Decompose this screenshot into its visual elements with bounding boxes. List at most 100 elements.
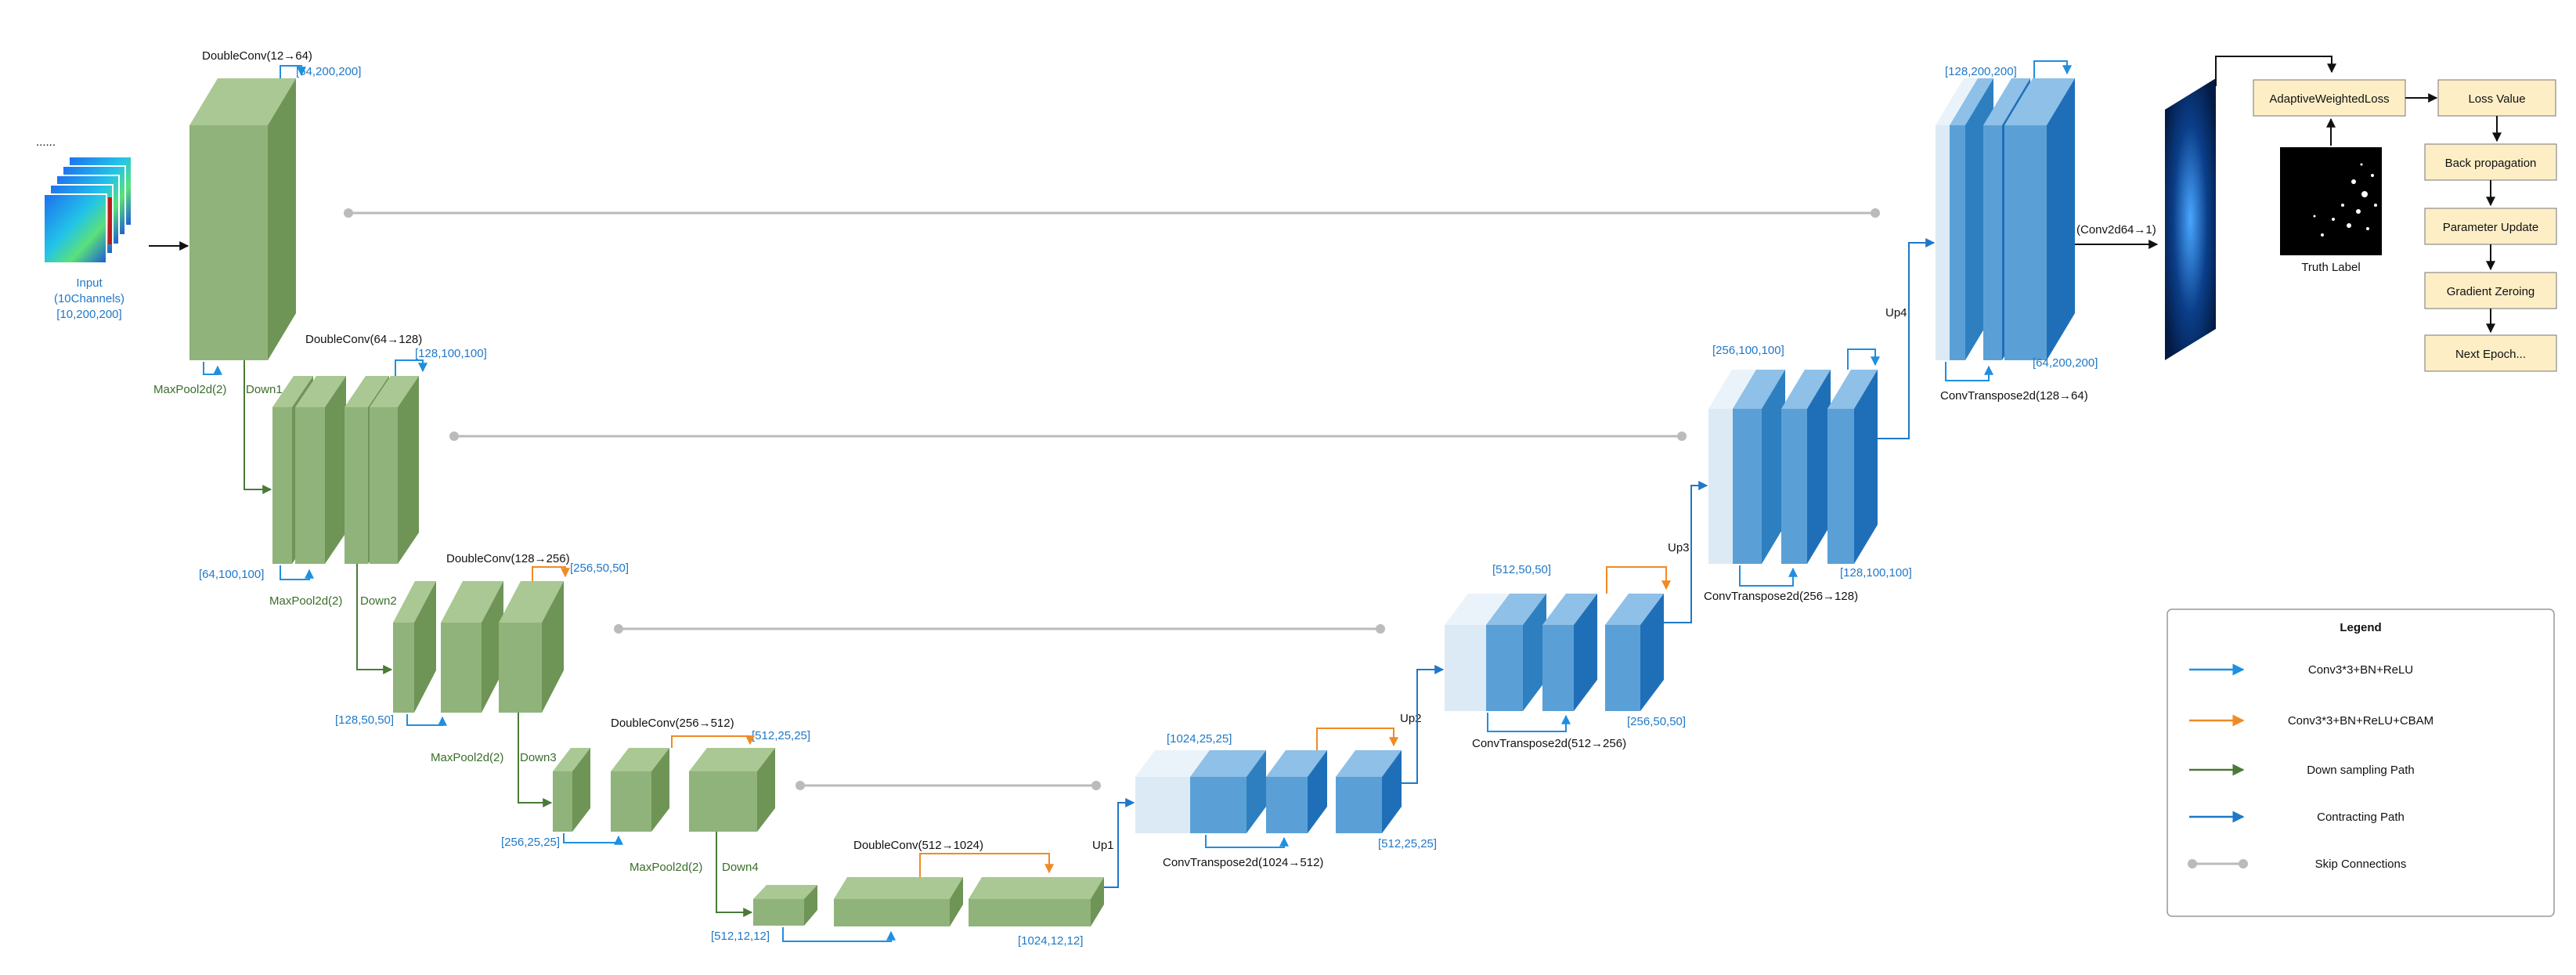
step-label: Down4 [722,861,759,874]
legend: Legend Conv3*3+BN+ReLU Conv3*3+BN+ReLU+C… [2167,608,2555,917]
down-sampling-path [244,360,753,917]
shape-label: [256,50,50] [570,562,629,575]
encoder-stage-3: DoubleConv(128→256) [256,50,50] [128,50,… [269,552,629,727]
shape-label: [64,100,100] [199,568,264,581]
output-section: (Conv2d64→1) [2075,56,2336,360]
decoder-layer [1190,750,1266,833]
shape-label: [128,100,100] [415,347,487,360]
input-dots: ...... [36,135,56,149]
step-label: Down3 [520,751,557,764]
decoder-layer [1542,594,1597,711]
decoder-layer [1827,370,1878,564]
decoder-layer [1336,750,1402,833]
shape-label: [128,100,100] [1840,566,1912,580]
encoder-stage-1: DoubleConv(12→64) [64,200,200] [189,49,361,375]
conv-label: DoubleConv(64→128) [305,333,422,346]
decoder-stage-3: Up3 [256,100,100] [128,100,100] ConvTran… [1668,344,1912,603]
legend-title: Legend [2340,621,2381,634]
pool-label: MaxPool2d(2) [630,861,702,874]
encoder-layer [393,581,436,713]
truth-label-caption: Truth Label [2301,261,2360,274]
step-label: Up2 [1400,712,1422,725]
encoder-layer [689,748,775,832]
step-label: Down2 [360,594,397,608]
decoder-layer [2004,78,2075,360]
output-conv-label: (Conv2d64→1) [2076,223,2156,237]
legend-swatch-dot [2188,859,2197,868]
input-title: Input [76,276,103,290]
step-label: Up3 [1668,541,1690,554]
shape-label: [64,200,200] [2033,356,2098,370]
loss-box [2253,79,2406,117]
skip-connections [344,208,1880,790]
input-channels: (10Channels) [54,292,124,305]
decoder-layer [1266,750,1327,833]
shape-label: [128,200,200] [1945,65,2017,78]
skip-dot [1376,624,1385,634]
encoder-layer [753,885,817,926]
loss-label: AdaptiveWeightedLoss [2269,92,2389,106]
conv-label: ConvTranspose2d(256→128) [1704,590,1858,603]
encoder-layer [499,581,564,713]
legend-item-label: Down sampling Path [2307,764,2415,777]
shape-label: [512,50,50] [1492,563,1551,576]
skip-dot [1871,208,1880,218]
encoder-stage-5: DoubleConv(512→1024) [1024,12,12] [512,1… [630,839,1104,948]
step-text: Gradient Zeroing [2447,285,2535,298]
step-text: Next Epoch... [2455,348,2526,361]
skip-dot [344,208,353,218]
encoder-layer [370,376,419,564]
shape-label: [1024,12,12] [1018,934,1083,948]
step-label: Up4 [1885,306,1907,320]
step-label: Up1 [1092,839,1114,852]
shape-label: [512,25,25] [1378,837,1437,850]
output-map [2165,78,2216,360]
encoder-layer [553,748,590,832]
legend-item-label: Skip Connections [2315,858,2407,871]
decoder-stage-4: Up4 [128,200,200] [64,200,200] ConvTrans… [1885,60,2098,403]
encoder-stage-4: DoubleConv(256→512) [512,25,25] [256,25,… [431,717,810,849]
step-text: Loss Value [2468,92,2525,106]
skip-dot [796,781,805,790]
conv-label: ConvTranspose2d(512→256) [1472,737,1626,750]
decoder-layer [1605,594,1664,711]
truth-label-speckles [2313,163,2377,237]
step-box [2424,143,2557,181]
encoder-layer [236,78,296,360]
skip-dot [614,624,623,634]
input-stack: ...... Input (10Channels) [10,200,200] [36,135,189,321]
input-shape: [10,200,200] [56,308,121,321]
shape-label: [256,50,50] [1627,715,1686,728]
step-box [2437,79,2556,117]
contracting-path [1104,238,1936,888]
pool-label: MaxPool2d(2) [431,751,503,764]
legend-item-label: Conv3*3+BN+ReLU+CBAM [2288,714,2433,728]
legend-box [2167,608,2555,917]
skip-dot [1091,781,1101,790]
encoder-layer [441,581,503,713]
shape-label: [256,25,25] [501,836,560,849]
encoder-layer [295,376,346,564]
encoder-layer [969,877,1104,926]
step-box [2424,272,2557,309]
decoder-layer [1486,594,1546,711]
shape-label: [512,12,12] [711,930,770,943]
skip-dot [1677,432,1687,441]
decoder-layer [1781,370,1831,564]
shape-label: [64,200,200] [296,65,361,78]
truth-label-image [2280,147,2382,255]
legend-swatch-dot [2239,859,2248,868]
encoder-layer [611,748,669,832]
legend-item-label: Contracting Path [2317,811,2405,824]
decoder-stage-1: Up1 [1024,25,25] [512,25,25] ConvTranspo… [1092,728,1437,869]
conv-label: DoubleConv(512→1024) [853,839,983,852]
encoder-layer [834,877,963,926]
legend-item-label: Conv3*3+BN+ReLU [2308,663,2413,677]
shape-label: [128,50,50] [335,713,394,727]
conv-label: DoubleConv(256→512) [611,717,734,730]
conv-label: DoubleConv(12→64) [202,49,312,63]
pool-label: MaxPool2d(2) [153,383,226,396]
training-loop: AdaptiveWeightedLoss Truth Label Loss Va… [2253,79,2557,372]
conv-label: DoubleConv(128→256) [446,552,570,565]
shape-label: [256,100,100] [1712,344,1784,357]
